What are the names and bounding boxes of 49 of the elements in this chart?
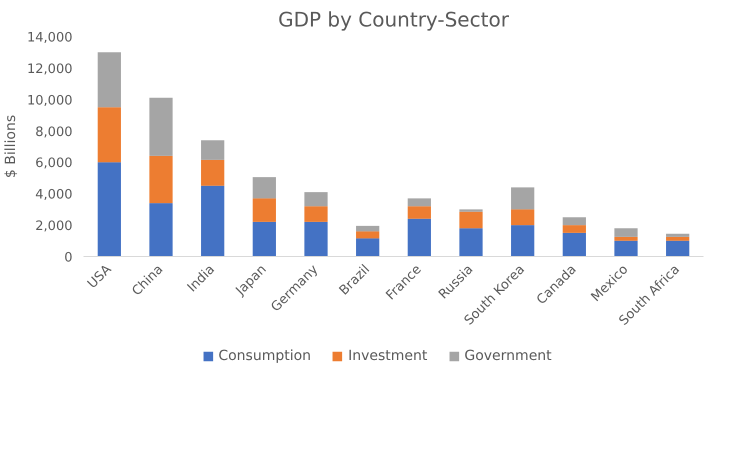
bar bbox=[149, 203, 173, 256]
bar bbox=[408, 198, 431, 206]
bar bbox=[666, 234, 690, 237]
bar bbox=[149, 98, 173, 156]
bar bbox=[614, 240, 638, 256]
legend-label: Investment bbox=[348, 348, 428, 364]
bar bbox=[356, 231, 380, 238]
bar bbox=[511, 187, 534, 210]
bar bbox=[304, 192, 328, 206]
y-tick-label: 4,000 bbox=[35, 188, 72, 203]
bar bbox=[562, 217, 586, 226]
y-tick-label: 14,000 bbox=[27, 30, 73, 46]
bar bbox=[252, 177, 276, 198]
bar bbox=[511, 209, 534, 226]
x-tick-label: USA bbox=[85, 262, 115, 292]
bar bbox=[304, 222, 328, 256]
y-tick-label: 6,000 bbox=[35, 156, 72, 172]
bar bbox=[252, 222, 276, 256]
bar bbox=[666, 236, 690, 241]
bar bbox=[149, 156, 173, 204]
bar bbox=[666, 240, 690, 256]
bar bbox=[201, 186, 224, 256]
bar bbox=[98, 52, 121, 108]
legend-label: Government bbox=[464, 348, 552, 364]
chart-title: GDP by Country-Sector bbox=[278, 8, 510, 32]
y-tick-label: 2,000 bbox=[35, 219, 72, 234]
bar bbox=[98, 107, 121, 162]
bar bbox=[459, 228, 483, 256]
bar bbox=[408, 206, 431, 219]
bar bbox=[356, 238, 380, 256]
y-tick-label: 0 bbox=[64, 250, 73, 266]
bar bbox=[201, 160, 224, 186]
bar bbox=[562, 225, 586, 233]
bar bbox=[356, 226, 380, 232]
legend-label: Consumption bbox=[218, 348, 312, 364]
bar bbox=[614, 228, 638, 237]
y-tick-label: 10,000 bbox=[27, 93, 73, 108]
bar bbox=[408, 218, 431, 256]
y-axis-title: $ Billions bbox=[3, 114, 20, 178]
bar bbox=[252, 198, 276, 222]
y-tick-label: 8,000 bbox=[35, 124, 72, 140]
bar bbox=[614, 236, 638, 241]
y-tick-label: 12,000 bbox=[27, 62, 73, 77]
bar bbox=[459, 212, 483, 228]
bar bbox=[98, 162, 121, 256]
bar bbox=[304, 206, 328, 222]
bar bbox=[511, 225, 534, 256]
bar bbox=[562, 232, 586, 256]
bar bbox=[201, 140, 224, 160]
